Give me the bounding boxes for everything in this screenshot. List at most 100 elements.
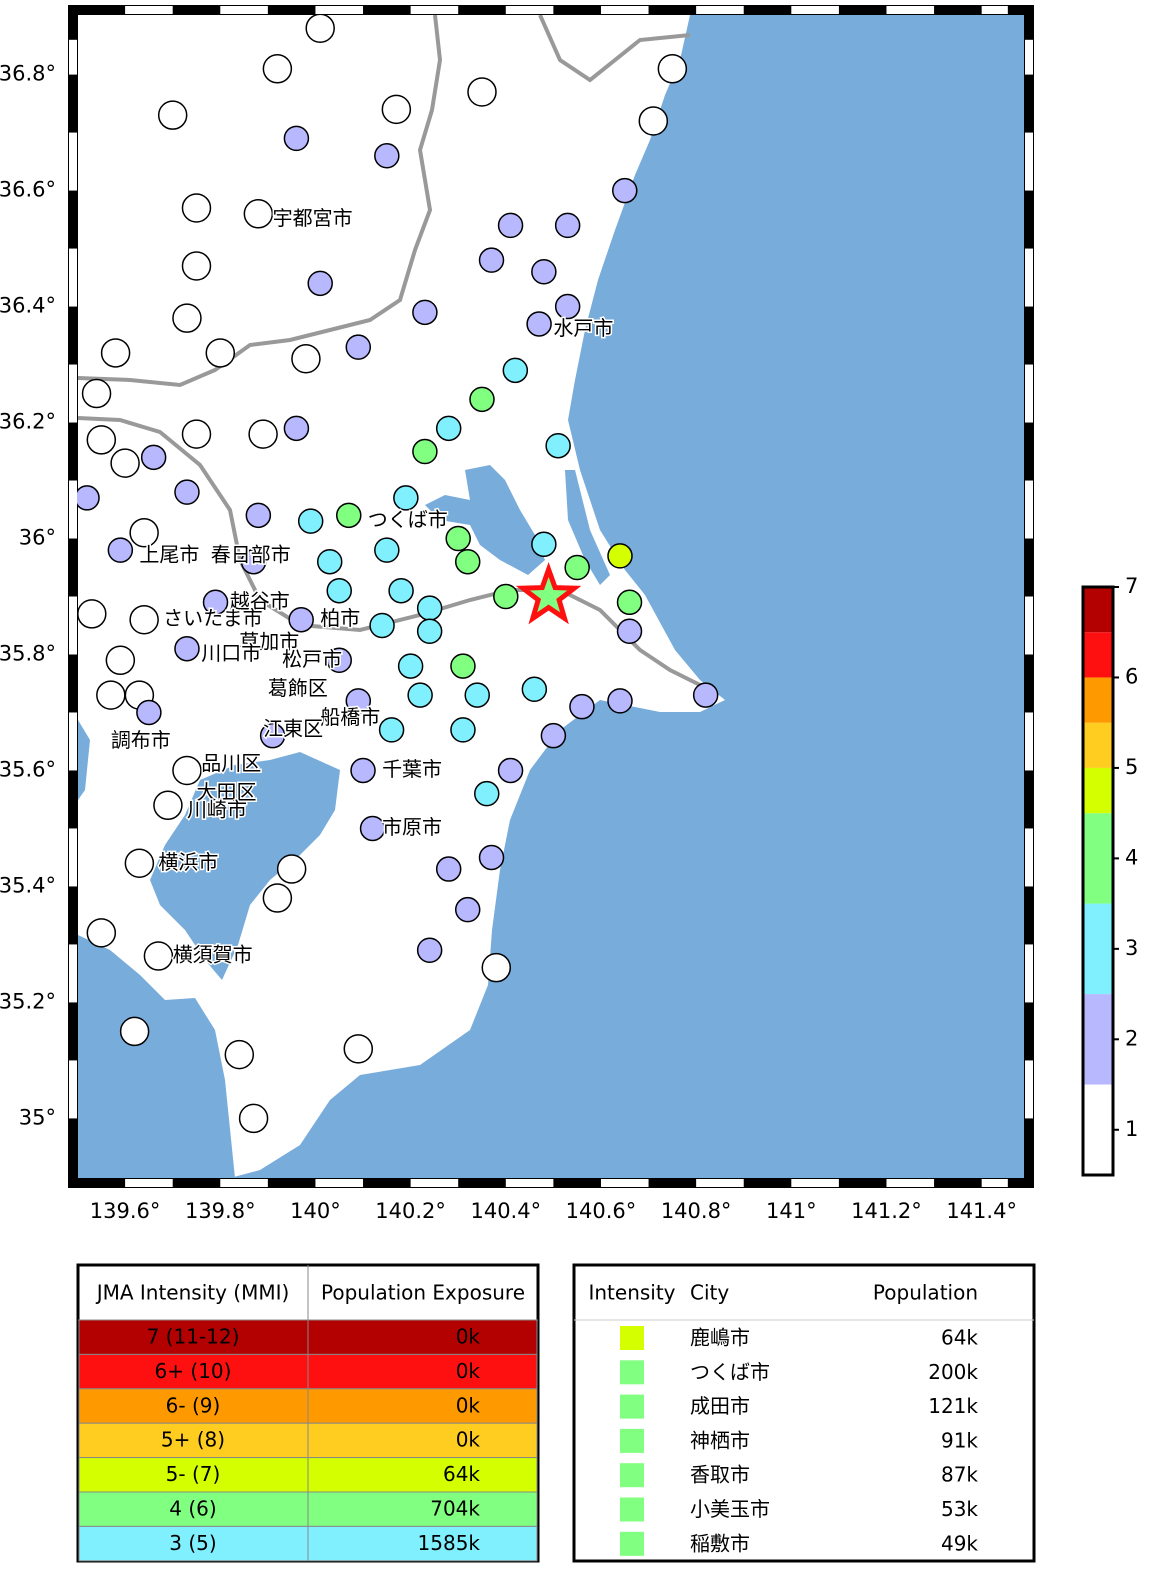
colorbar-segment xyxy=(1083,994,1113,1085)
border-segment xyxy=(315,6,364,14)
station xyxy=(474,780,500,807)
table-header: City xyxy=(690,1281,729,1305)
border-segment xyxy=(886,6,935,14)
station xyxy=(86,918,117,948)
city-label: 越谷市 xyxy=(230,589,290,613)
station xyxy=(493,583,519,610)
station xyxy=(174,635,200,662)
station xyxy=(469,386,495,413)
station xyxy=(297,508,324,534)
station xyxy=(616,618,643,645)
border-segment xyxy=(600,1179,649,1187)
colorbar-segment xyxy=(1083,632,1113,678)
border-segment xyxy=(791,6,839,14)
station xyxy=(521,676,548,703)
border-segment xyxy=(125,1179,173,1187)
city-label: 葛飾区 xyxy=(268,676,328,700)
table-rows: 7 (11-12) 0k 6+ (10) 0k 6- (9) 0k 5+ (8) 0k 5- (… xyxy=(78,1319,538,1562)
intensity-swatch xyxy=(620,1531,644,1556)
city-label: 川崎市 xyxy=(187,798,247,822)
stations xyxy=(74,13,719,1134)
station xyxy=(350,757,376,784)
city-label: 草加市 xyxy=(239,629,299,653)
colorbar-label: 4 xyxy=(1125,845,1138,869)
city-label: 川口市 xyxy=(201,641,261,665)
station xyxy=(378,717,405,743)
border-segment xyxy=(315,1179,364,1187)
table-cell: 87k xyxy=(941,1463,978,1487)
station xyxy=(157,100,188,130)
station xyxy=(283,415,310,442)
table-cell: 1585k xyxy=(418,1531,481,1555)
border-segment xyxy=(69,248,77,307)
map-border xyxy=(69,6,1033,1187)
city-label: 横須賀市 xyxy=(173,943,253,967)
y-tick-label: 35.2° xyxy=(0,989,56,1013)
table-frame xyxy=(572,1263,1036,1563)
border-segment xyxy=(791,1179,839,1187)
border-segment xyxy=(69,39,77,75)
colorbar-segment xyxy=(1083,813,1113,904)
border-segment xyxy=(1025,132,1033,191)
exposure-table: JMA Intensity (MMI) Population Exposure … xyxy=(76,1263,540,1563)
border-segment xyxy=(1025,248,1033,307)
station xyxy=(326,647,352,674)
station xyxy=(174,479,200,505)
colorbar-segment xyxy=(1083,767,1113,814)
station xyxy=(224,1039,255,1070)
border-segment xyxy=(505,1179,554,1187)
city-table: Intensity City Population 鹿嶋市 64k つくば市 200k… xyxy=(572,1263,1036,1563)
y-tick-label: 35° xyxy=(19,1105,56,1129)
station xyxy=(181,419,212,449)
table-cell: 5+ (8) xyxy=(161,1428,225,1452)
station xyxy=(435,415,462,442)
station xyxy=(276,854,307,884)
x-tick-label: 140.8° xyxy=(661,1199,732,1223)
table-cell: 3 (5) xyxy=(169,1531,216,1555)
station xyxy=(288,606,314,633)
station xyxy=(607,543,633,569)
border-segment xyxy=(220,1179,268,1187)
y-tick-label: 36.2° xyxy=(0,410,56,434)
colorbar-segment xyxy=(1083,677,1113,723)
station xyxy=(259,722,286,749)
table-cell: 7 (11-12) xyxy=(147,1325,240,1349)
station xyxy=(129,604,159,635)
border-segment xyxy=(981,6,1008,14)
border-segment xyxy=(69,132,77,191)
station xyxy=(119,1016,150,1047)
station xyxy=(359,815,386,842)
station xyxy=(110,448,140,478)
lake xyxy=(425,465,545,575)
station xyxy=(143,941,174,971)
intensity-swatch xyxy=(620,1326,644,1350)
table-cell: 704k xyxy=(430,1497,480,1521)
y-tick-label: 36.6° xyxy=(0,178,56,202)
y-tick-label: 36° xyxy=(19,526,56,550)
y-tick-label: 36.4° xyxy=(0,294,56,318)
table-cell: 小美玉市 xyxy=(690,1497,770,1521)
station xyxy=(416,937,443,963)
table-cell: 121k xyxy=(928,1394,978,1418)
station xyxy=(435,856,462,882)
boundary xyxy=(538,15,691,83)
x-tick-label: 141.4° xyxy=(946,1199,1017,1223)
station xyxy=(388,577,414,604)
city-label: 水戸市 xyxy=(553,316,613,340)
table-cell: 4 (6) xyxy=(169,1497,216,1521)
station xyxy=(307,270,333,297)
station xyxy=(393,485,419,511)
station xyxy=(450,717,476,743)
station xyxy=(454,896,481,923)
station xyxy=(531,531,557,558)
station xyxy=(554,212,581,239)
border-segment xyxy=(69,1060,77,1119)
city-label: 調布市 xyxy=(111,728,171,752)
table-cell: 神栖市 xyxy=(690,1428,750,1452)
city-label: 松戸市 xyxy=(282,647,342,671)
table-cell: 成田市 xyxy=(690,1394,750,1418)
station xyxy=(96,680,126,710)
border-segment xyxy=(69,596,77,655)
border-segment xyxy=(69,828,77,887)
